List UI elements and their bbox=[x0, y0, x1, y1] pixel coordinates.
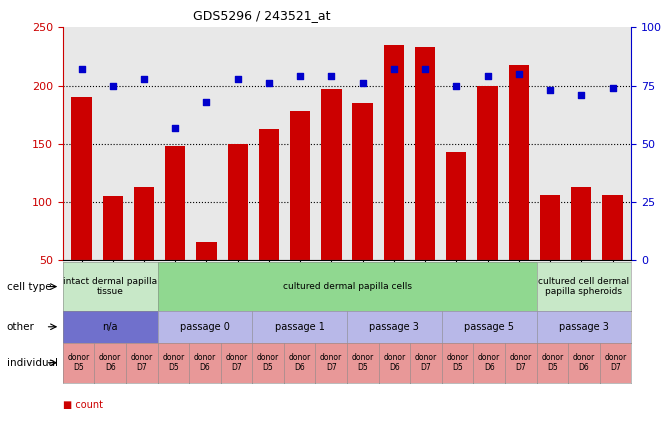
Bar bbox=[227, 144, 248, 260]
Text: donor
D6: donor D6 bbox=[289, 353, 311, 372]
Text: donor
D5: donor D5 bbox=[446, 353, 469, 372]
Bar bbox=[102, 196, 123, 260]
Bar bbox=[165, 146, 185, 260]
Text: donor
D7: donor D7 bbox=[415, 353, 437, 372]
Text: donor
D6: donor D6 bbox=[194, 353, 216, 372]
Text: donor
D6: donor D6 bbox=[573, 353, 595, 372]
Bar bbox=[509, 65, 529, 260]
Bar bbox=[321, 89, 342, 260]
Point bbox=[607, 85, 618, 91]
Text: intact dermal papilla
tissue: intact dermal papilla tissue bbox=[63, 277, 157, 296]
Text: individual: individual bbox=[7, 358, 58, 368]
Bar bbox=[415, 47, 435, 260]
Point bbox=[451, 82, 461, 89]
Point bbox=[545, 87, 555, 94]
Point bbox=[201, 99, 212, 105]
Text: donor
D5: donor D5 bbox=[257, 353, 279, 372]
Point bbox=[389, 66, 399, 73]
Point bbox=[358, 80, 368, 87]
Point bbox=[264, 80, 274, 87]
Text: cultured dermal papilla cells: cultured dermal papilla cells bbox=[282, 282, 412, 291]
Text: cell type: cell type bbox=[7, 282, 52, 291]
Bar bbox=[446, 152, 467, 260]
Bar bbox=[290, 111, 310, 260]
Text: donor
D7: donor D7 bbox=[131, 353, 153, 372]
Bar bbox=[477, 86, 498, 260]
Point bbox=[483, 73, 493, 80]
Text: GDS5296 / 243521_at: GDS5296 / 243521_at bbox=[193, 9, 330, 22]
Bar bbox=[384, 45, 404, 260]
Point bbox=[139, 75, 149, 82]
Text: passage 1: passage 1 bbox=[275, 322, 325, 332]
Text: donor
D7: donor D7 bbox=[604, 353, 627, 372]
Text: donor
D5: donor D5 bbox=[162, 353, 184, 372]
Text: other: other bbox=[7, 322, 34, 332]
Text: donor
D7: donor D7 bbox=[225, 353, 248, 372]
Text: donor
D7: donor D7 bbox=[510, 353, 532, 372]
Point bbox=[76, 66, 87, 73]
Text: passage 0: passage 0 bbox=[180, 322, 230, 332]
Text: cultured cell dermal
papilla spheroids: cultured cell dermal papilla spheroids bbox=[538, 277, 629, 296]
Point bbox=[233, 75, 243, 82]
Bar bbox=[352, 103, 373, 260]
Point bbox=[514, 71, 524, 77]
Text: passage 3: passage 3 bbox=[559, 322, 609, 332]
Text: n/a: n/a bbox=[102, 322, 118, 332]
Bar bbox=[71, 97, 92, 260]
Bar bbox=[259, 129, 279, 260]
Point bbox=[108, 82, 118, 89]
Point bbox=[576, 92, 586, 99]
Bar bbox=[134, 187, 154, 260]
Point bbox=[170, 124, 180, 131]
Point bbox=[420, 66, 430, 73]
Text: donor
D6: donor D6 bbox=[383, 353, 405, 372]
Text: donor
D6: donor D6 bbox=[99, 353, 121, 372]
Text: donor
D6: donor D6 bbox=[478, 353, 500, 372]
Bar bbox=[571, 187, 592, 260]
Bar bbox=[196, 242, 217, 260]
Text: passage 5: passage 5 bbox=[464, 322, 514, 332]
Bar bbox=[540, 195, 561, 260]
Point bbox=[295, 73, 305, 80]
Point bbox=[326, 73, 336, 80]
Text: donor
D7: donor D7 bbox=[320, 353, 342, 372]
Text: ■ count: ■ count bbox=[63, 400, 103, 410]
Text: donor
D5: donor D5 bbox=[541, 353, 563, 372]
Text: donor
D5: donor D5 bbox=[67, 353, 90, 372]
Text: donor
D5: donor D5 bbox=[352, 353, 374, 372]
Bar bbox=[602, 195, 623, 260]
Text: passage 3: passage 3 bbox=[369, 322, 419, 332]
